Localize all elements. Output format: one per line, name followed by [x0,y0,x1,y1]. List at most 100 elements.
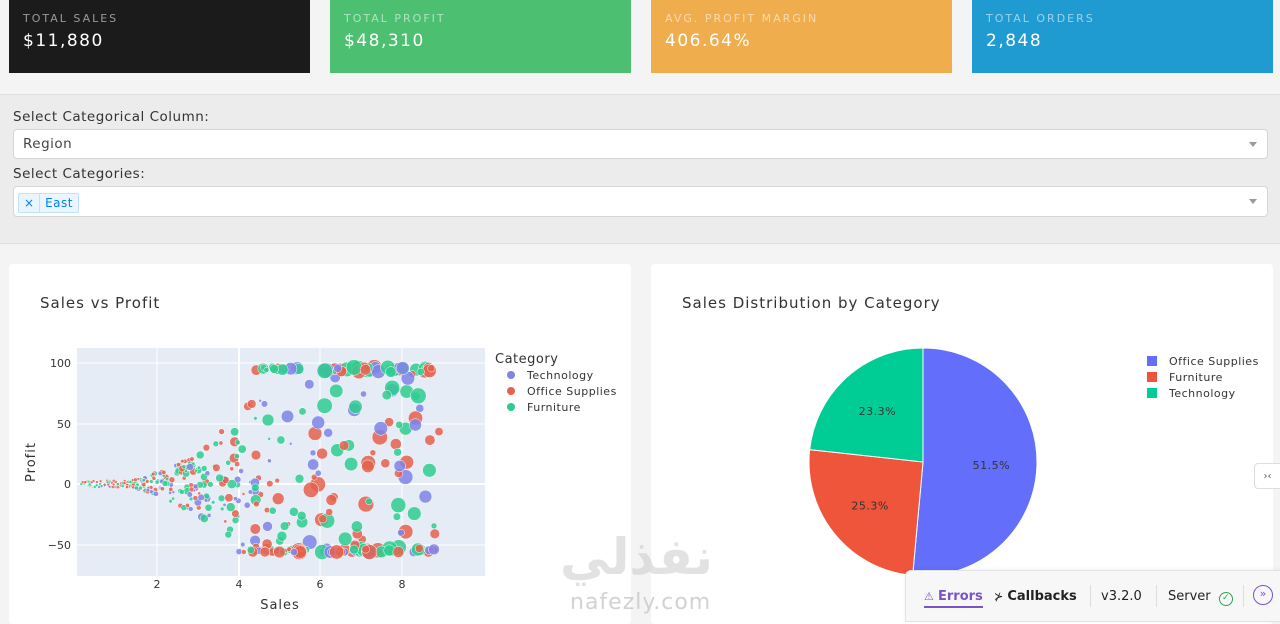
scatter-point [106,482,110,487]
scatter-point [395,420,404,429]
x-tick: 8 [399,578,406,591]
legend-label[interactable]: Technology [526,369,594,382]
scatter-point [222,502,227,507]
scatter-point [410,387,427,405]
scatter-point [279,521,290,531]
scatter-point [390,497,407,513]
legend-swatch-office-supplies[interactable] [1147,356,1157,366]
kpi-value: $11,880 [23,31,104,51]
categories-multiselect[interactable]: × East [13,186,1268,217]
scatter-point [206,513,212,518]
pie-slice-label: 23.3% [859,405,896,418]
pie-slice-furniture[interactable] [808,449,924,577]
scatter-point [258,398,262,403]
categorical-column-value: Region [23,136,73,152]
scatter-point [161,480,169,487]
divider [1090,585,1091,607]
scatter-point [274,477,280,484]
kpi-total-profit: TOTAL PROFIT $48,310 [330,0,631,73]
legend-label[interactable]: Furniture [527,401,581,414]
scatter-point [316,447,328,460]
scatter-point [212,463,221,472]
scatter-point [87,482,92,487]
callbacks-tab[interactable]: ⊁ Callbacks [994,589,1077,604]
scatter-point [168,499,173,504]
scatter-point [350,520,363,533]
kpi-total-sales: TOTAL SALES $11,880 [9,0,310,73]
legend-label[interactable]: Office Supplies [1169,355,1259,368]
scatter-point [128,480,133,484]
categorical-column-select[interactable]: Region [13,129,1268,159]
categories-label: Select Categories: [13,166,146,182]
scatter-point [329,544,345,560]
scatter-card: Sales vs Profit 100 50 0 −50 2 4 6 8 Sal… [9,264,631,624]
categorical-column-label: Select Categorical Column: [13,109,210,125]
legend-marker-office-supplies[interactable] [507,387,515,395]
pie-card: Sales Distribution by Category 51.5% 25.3… [651,264,1273,624]
scatter-point [271,492,285,505]
chip-remove-icon[interactable]: × [19,194,41,212]
chevron-down-icon[interactable] [1249,199,1257,204]
scatter-point [199,514,209,523]
scatter-point [323,428,333,438]
scatter-point [266,480,274,488]
scatter-point [238,468,244,474]
pie-slice-technology[interactable] [809,347,924,463]
expand-toggle-icon[interactable]: » [1253,585,1273,605]
legend-label[interactable]: Office Supplies [527,385,617,398]
y-tick: 50 [57,418,71,431]
scatter-point [141,478,146,483]
legend-marker-technology[interactable] [507,371,515,379]
scatter-point [241,549,247,555]
version-label: v3.2.0 [1101,589,1142,604]
scatter-point [168,486,174,492]
scatter-point [304,379,315,390]
scatter-point [218,428,225,435]
scatter-point [234,439,241,446]
scatter-point [345,359,363,376]
scatter-point [234,453,240,459]
scatter-point [325,494,338,506]
pie-chart[interactable]: 51.5% 25.3% 23.3% Office Supplies Furnitur… [651,264,1273,624]
legend-swatch-furniture[interactable] [1147,372,1157,382]
scatter-point [251,483,260,492]
scatter-point [389,438,402,450]
kpi-label: TOTAL ORDERS [986,12,1095,25]
pie-slice-label: 51.5% [973,459,1010,472]
legend-marker-furniture[interactable] [507,403,515,411]
chevron-down-icon[interactable] [1249,142,1257,147]
scatter-point [289,506,299,517]
scatter-point [192,483,199,490]
legend-label[interactable]: Technology [1168,387,1236,400]
scatter-point [290,548,298,556]
scatter-point [298,407,307,416]
scatter-point [393,459,406,473]
scatter-point [211,500,216,505]
legend-label[interactable]: Furniture [1169,371,1223,384]
scatter-point [184,469,188,473]
scatter-point [225,459,232,466]
scatter-point [217,494,226,502]
scatter-point [365,497,373,506]
scatter-point [134,485,139,491]
scatter-point [111,478,116,483]
scatter-point [392,546,405,558]
x-tick: 6 [317,578,324,591]
y-tick: −50 [48,539,71,552]
errors-tab[interactable]: ⚠ Errors [924,589,983,608]
callbacks-label: Callbacks [1007,589,1077,604]
scatter-point [361,459,375,473]
kpi-avg-profit-margin: AVG. PROFIT MARGIN 406.64% [651,0,952,73]
scatter-point [397,528,405,537]
scatter-point [416,367,425,376]
legend-swatch-technology[interactable] [1147,388,1157,398]
pie-slice-office-supplies[interactable] [912,347,1038,577]
scatter-point [153,490,159,497]
scatter-point [422,463,437,478]
scatter-point [138,485,143,491]
scatter-point [311,415,326,430]
scatter-point [225,502,236,512]
scatter-point [360,390,367,398]
collapse-toggle-icon[interactable]: ›‹ [1254,463,1280,489]
scatter-plot[interactable]: 100 50 0 −50 2 4 6 8 Sales Profit Catego… [9,264,631,624]
